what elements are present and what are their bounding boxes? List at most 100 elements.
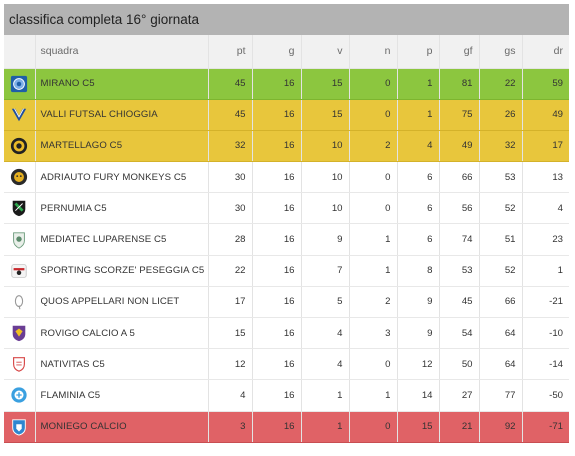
stat-pt: 17 (208, 286, 253, 319)
sporting-logo-icon (10, 264, 28, 278)
stat-v: 10 (301, 130, 350, 163)
flaminia-logo-icon (10, 387, 28, 404)
team-logo-cell (4, 348, 36, 381)
table-row[interactable]: PERNUMIA C5 30 16 10 0 6 56 52 4 (4, 192, 569, 225)
stat-dr: 17 (522, 130, 569, 163)
table-row[interactable]: NATIVITAS C5 12 16 4 0 12 50 64 -14 (4, 348, 569, 381)
stat-n: 0 (349, 99, 398, 131)
stat-n: 1 (349, 223, 398, 256)
table-row[interactable]: VALLI FUTSAL CHIOGGIA 45 16 15 0 1 75 26 49 (4, 99, 569, 131)
team-logo-cell (4, 286, 36, 319)
header-p[interactable]: p (397, 35, 440, 69)
team-logo-cell (4, 317, 36, 350)
title-bar: classifica completa 16° giornata (4, 4, 569, 35)
stat-gf: 27 (439, 379, 480, 412)
team-name[interactable]: QUOS APPELLARI NON LICET (35, 286, 209, 319)
team-name[interactable]: SPORTING SCORZE' PESEGGIA C5 (35, 255, 209, 287)
header-v[interactable]: v (301, 35, 350, 69)
luparense-logo-icon (10, 231, 28, 249)
team-name[interactable]: VALLI FUTSAL CHIOGGIA (35, 99, 209, 131)
team-name[interactable]: NATIVITAS C5 (35, 348, 209, 381)
team-logo-cell (4, 192, 36, 225)
team-name[interactable]: MEDIATEC LUPARENSE C5 (35, 223, 209, 256)
stat-v: 10 (301, 192, 350, 225)
team-name[interactable]: MONIEGO CALCIO (35, 411, 209, 443)
stat-gf: 81 (439, 68, 480, 100)
stat-gf: 66 (439, 161, 480, 194)
stat-v: 4 (301, 317, 350, 350)
team-name[interactable]: ADRIAUTO FURY MONKEYS C5 (35, 161, 209, 194)
team-name[interactable]: MARTELLAGO C5 (35, 130, 209, 163)
table-row[interactable]: QUOS APPELLARI NON LICET 17 16 5 2 9 45 66 -21 (4, 286, 569, 319)
stat-gf: 45 (439, 286, 480, 319)
table-row[interactable]: MONIEGO CALCIO 3 16 1 0 15 21 92 -71 (4, 411, 569, 443)
stat-gs: 64 (479, 317, 523, 350)
team-name[interactable]: ROVIGO CALCIO A 5 (35, 317, 209, 350)
stat-v: 1 (301, 379, 350, 412)
stat-v: 15 (301, 68, 350, 100)
stat-g: 16 (252, 161, 302, 194)
stat-n: 2 (349, 286, 398, 319)
stat-g: 16 (252, 130, 302, 163)
stat-v: 4 (301, 348, 350, 381)
header-g[interactable]: g (252, 35, 302, 69)
header-squadra[interactable]: squadra (35, 35, 209, 69)
team-name[interactable]: FLAMINIA C5 (35, 379, 209, 412)
table-row[interactable]: MARTELLAGO C5 32 16 10 2 4 49 32 17 (4, 130, 569, 163)
table-row[interactable]: FLAMINIA C5 4 16 1 1 14 27 77 -50 (4, 379, 569, 412)
team-name[interactable]: PERNUMIA C5 (35, 192, 209, 225)
stat-pt: 45 (208, 68, 253, 100)
rovigo-logo-icon (10, 325, 28, 342)
stat-gs: 66 (479, 286, 523, 319)
table-row[interactable]: SPORTING SCORZE' PESEGGIA C5 22 16 7 1 8 53 52 1 (4, 255, 569, 287)
stat-gs: 51 (479, 223, 523, 256)
table-row[interactable]: ADRIAUTO FURY MONKEYS C5 30 16 10 0 6 66 53 13 (4, 161, 569, 194)
stat-gs: 64 (479, 348, 523, 381)
stat-dr: 1 (522, 255, 569, 287)
stat-p: 6 (397, 223, 440, 256)
stat-gf: 75 (439, 99, 480, 131)
team-logo-cell (4, 379, 36, 412)
stat-pt: 30 (208, 161, 253, 194)
stat-dr: 49 (522, 99, 569, 131)
stat-v: 10 (301, 161, 350, 194)
table-row[interactable]: MEDIATEC LUPARENSE C5 28 16 9 1 6 74 51 23 (4, 223, 569, 256)
mirano-logo-icon (10, 75, 28, 92)
table-row[interactable]: MIRANO C5 45 16 15 0 1 81 22 59 (4, 68, 569, 100)
valli-logo-icon (10, 108, 28, 122)
header-gf[interactable]: gf (439, 35, 480, 69)
stat-pt: 28 (208, 223, 253, 256)
stat-n: 0 (349, 161, 398, 194)
stat-dr: -21 (522, 286, 569, 319)
stat-gs: 77 (479, 379, 523, 412)
stat-gs: 52 (479, 255, 523, 287)
header-pt[interactable]: pt (208, 35, 253, 69)
stat-pt: 22 (208, 255, 253, 287)
table-row[interactable]: ROVIGO CALCIO A 5 15 16 4 3 9 54 64 -10 (4, 317, 569, 350)
stat-pt: 3 (208, 411, 253, 443)
standings-widget: classifica completa 16° giornata squadra… (4, 4, 569, 443)
stat-p: 9 (397, 317, 440, 350)
stat-p: 8 (397, 255, 440, 287)
team-logo-cell (4, 161, 36, 194)
stat-dr: 23 (522, 223, 569, 256)
stat-gs: 32 (479, 130, 523, 163)
stat-gs: 53 (479, 161, 523, 194)
stat-g: 16 (252, 348, 302, 381)
header-n[interactable]: n (349, 35, 398, 69)
stat-gf: 53 (439, 255, 480, 287)
stat-n: 3 (349, 317, 398, 350)
stat-g: 16 (252, 379, 302, 412)
stat-p: 14 (397, 379, 440, 412)
header-gs[interactable]: gs (479, 35, 523, 69)
stat-p: 12 (397, 348, 440, 381)
stat-gf: 50 (439, 348, 480, 381)
team-name[interactable]: MIRANO C5 (35, 68, 209, 100)
stat-dr: -50 (522, 379, 569, 412)
stat-p: 15 (397, 411, 440, 443)
header-dr[interactable]: dr (522, 35, 569, 69)
martellago-logo-icon (10, 137, 28, 155)
stat-dr: -14 (522, 348, 569, 381)
stat-gf: 56 (439, 192, 480, 225)
stat-n: 0 (349, 411, 398, 443)
